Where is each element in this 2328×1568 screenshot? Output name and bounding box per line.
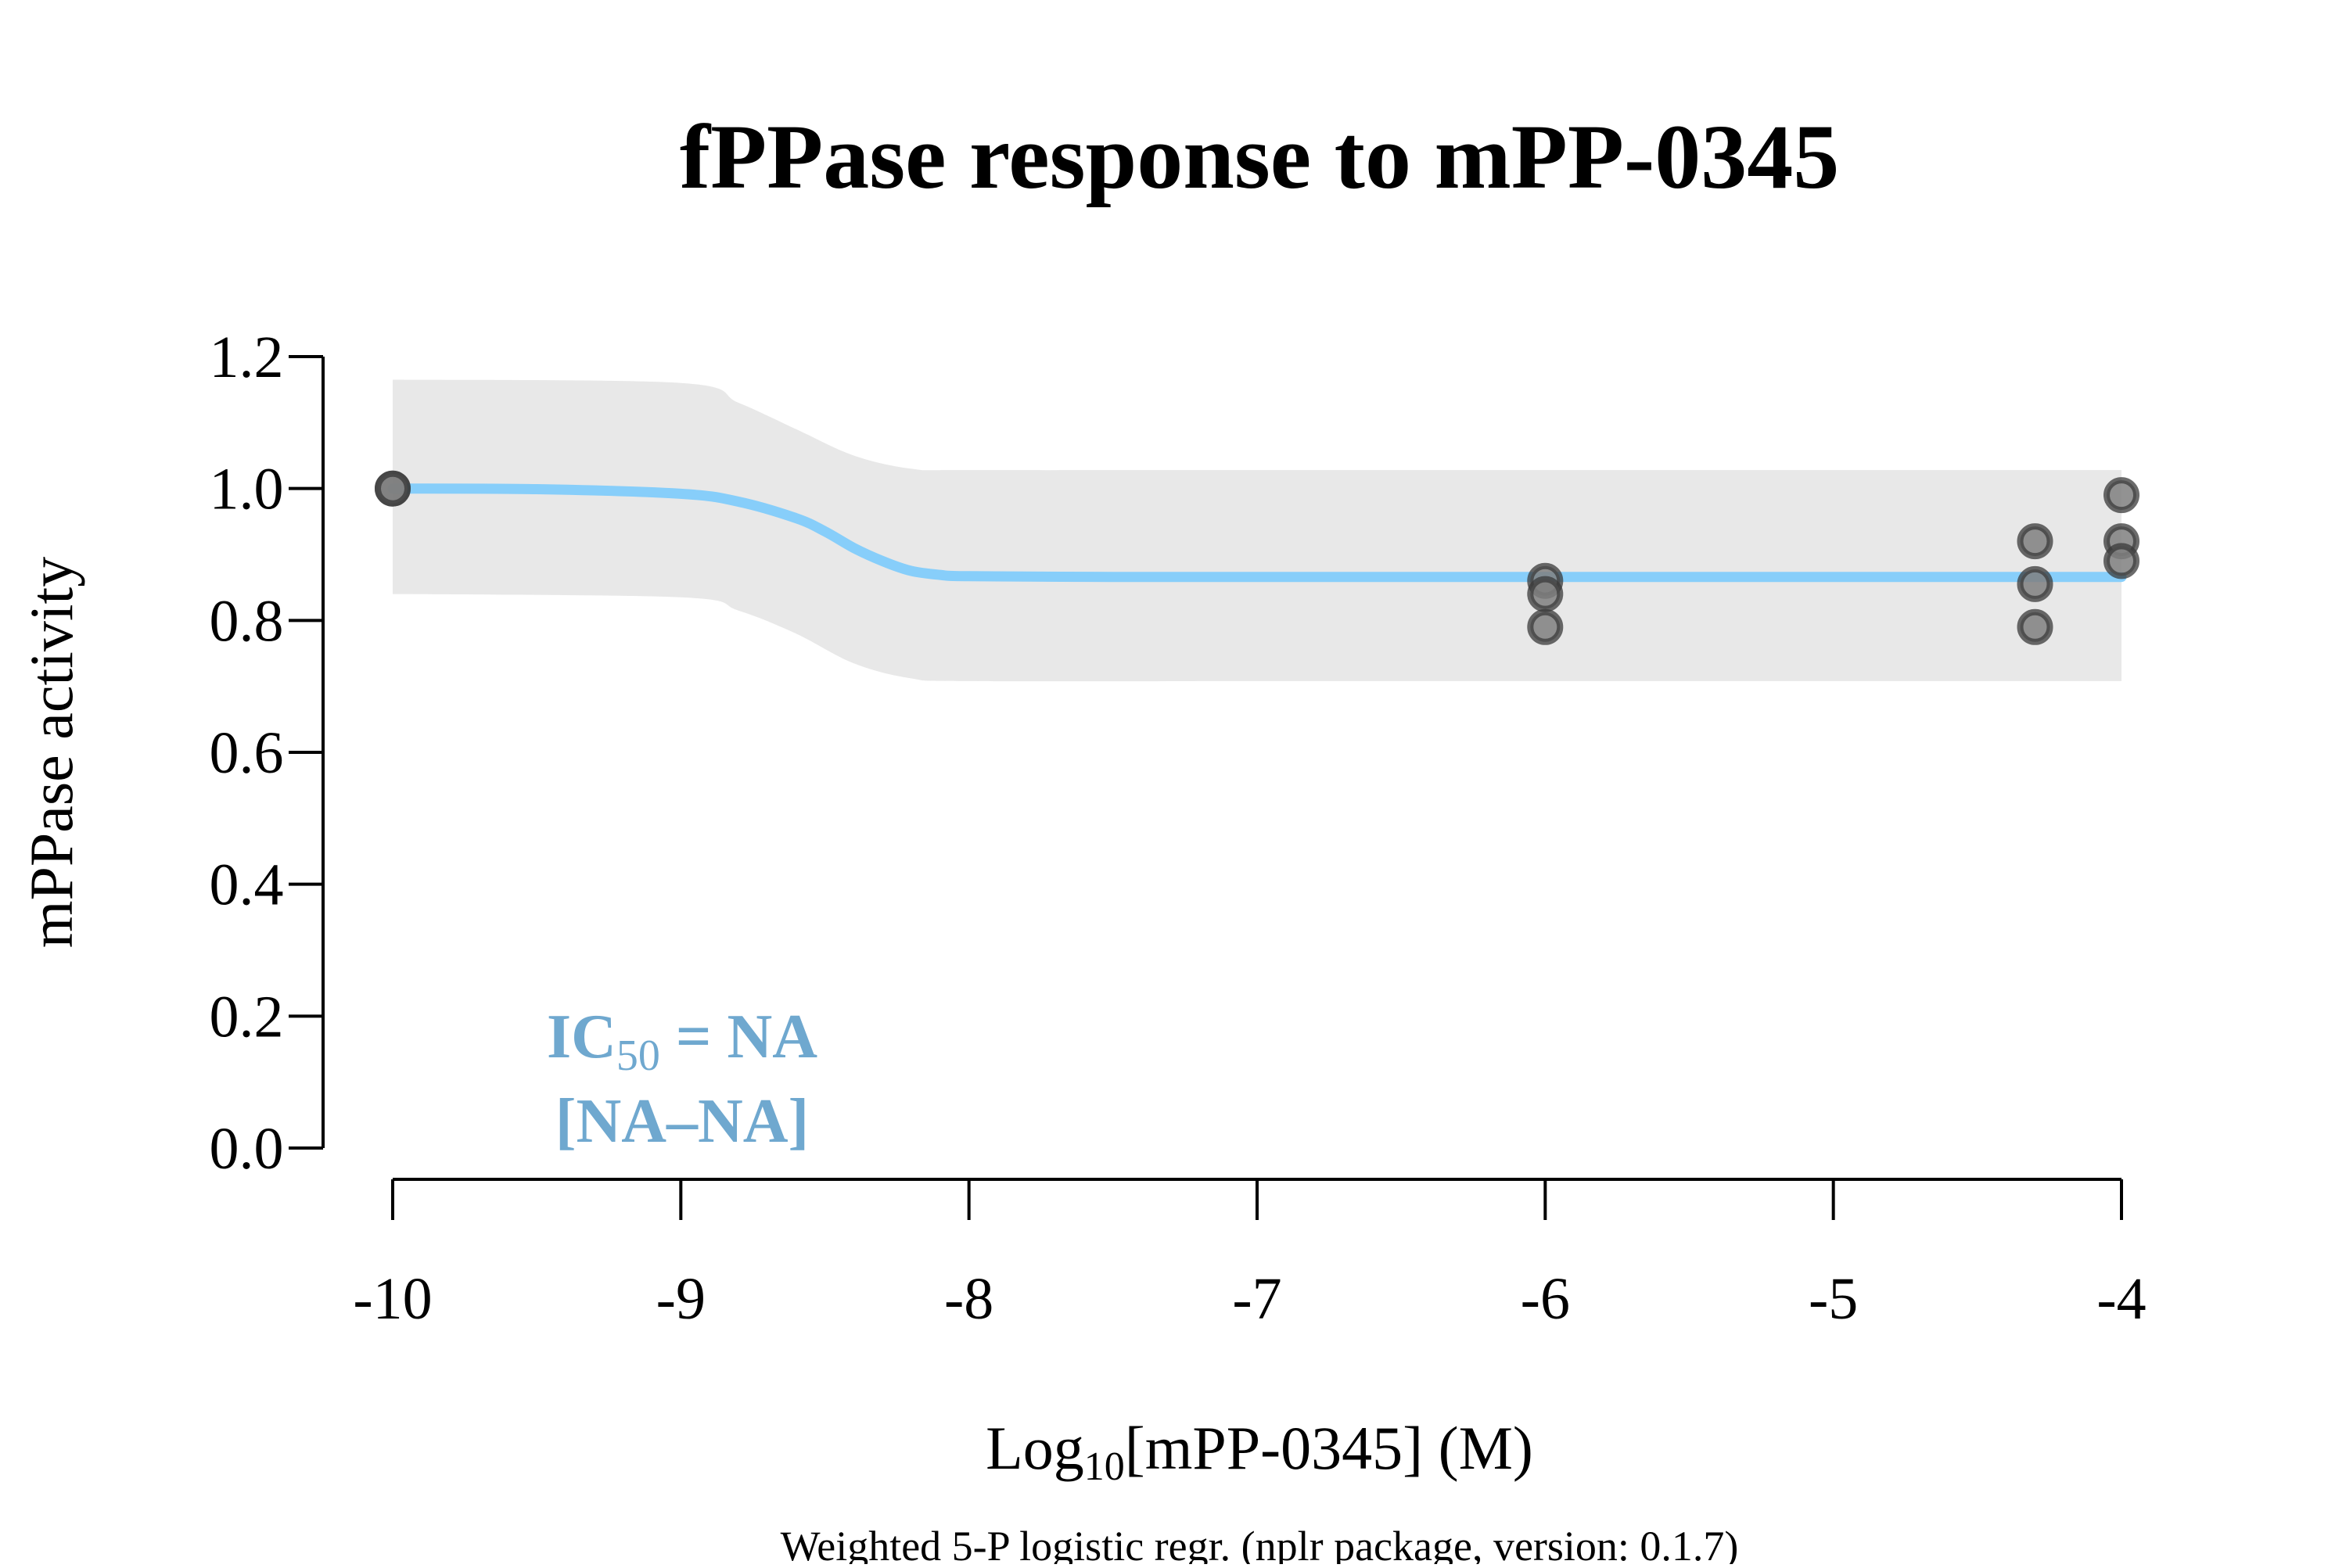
confidence-band bbox=[393, 379, 2121, 682]
data-point bbox=[2017, 608, 2053, 645]
y-tick-label: 0.6 bbox=[210, 720, 284, 786]
fit-curve bbox=[387, 483, 2127, 583]
x-axis-title-suffix: [mPP-0345] (M) bbox=[1125, 1414, 1533, 1482]
y-tick-label: 0.8 bbox=[210, 588, 284, 654]
x-tick-label: -8 bbox=[944, 1266, 993, 1332]
y-tick-label: 0.0 bbox=[210, 1116, 284, 1182]
y-tick-label: 1.2 bbox=[210, 325, 284, 390]
data-point bbox=[2017, 565, 2053, 602]
confidence-band-layer bbox=[393, 379, 2121, 682]
ic50-annotation: IC50 = NA bbox=[547, 1003, 817, 1080]
axes-layer: 0.0 0.2 0.4 0.6 0.8 1.0 1.2 -10 -9 -8 -7 -6 -5 -4 bbox=[210, 325, 2147, 1332]
chart-title: fPPase response to mPP-0345 bbox=[680, 106, 1839, 208]
ic50-value: = NA bbox=[660, 1003, 817, 1071]
ic50-label: IC bbox=[547, 1003, 616, 1071]
x-axis-title-prefix: Log bbox=[986, 1414, 1084, 1482]
data-point bbox=[375, 470, 411, 507]
ic50-subscript: 50 bbox=[616, 1032, 660, 1080]
ic50-interval: [NA–NA] bbox=[555, 1087, 809, 1156]
y-tick-label: 0.4 bbox=[210, 852, 284, 918]
x-tick-label: -6 bbox=[1521, 1266, 1570, 1332]
text-layer: fPPase response to mPP-0345 mPPase activ… bbox=[17, 106, 1839, 1568]
data-point bbox=[2103, 477, 2139, 514]
x-tick-label: -9 bbox=[656, 1266, 706, 1332]
data-point bbox=[2017, 523, 2053, 560]
footnote: Weighted 5-P logistic regr. (nplr packag… bbox=[781, 1523, 1739, 1564]
data-points-layer bbox=[375, 470, 2139, 645]
data-point bbox=[1527, 576, 1564, 612]
y-axis-title: mPPase activity bbox=[17, 557, 85, 948]
y-tick-label: 0.2 bbox=[210, 984, 284, 1050]
data-point bbox=[2103, 543, 2139, 579]
x-tick-label: -5 bbox=[1809, 1266, 1858, 1332]
x-axis-title-subscript: 10 bbox=[1084, 1444, 1125, 1489]
x-tick-label: -4 bbox=[2096, 1266, 2146, 1332]
y-tick-label: 1.0 bbox=[210, 457, 284, 522]
x-tick-label: -10 bbox=[353, 1266, 432, 1332]
x-tick-label: -7 bbox=[1232, 1266, 1281, 1332]
fit-curve-layer bbox=[387, 483, 2127, 583]
data-point bbox=[1527, 608, 1564, 645]
x-axis-title: Log10[mPP-0345] (M) bbox=[986, 1414, 1533, 1489]
